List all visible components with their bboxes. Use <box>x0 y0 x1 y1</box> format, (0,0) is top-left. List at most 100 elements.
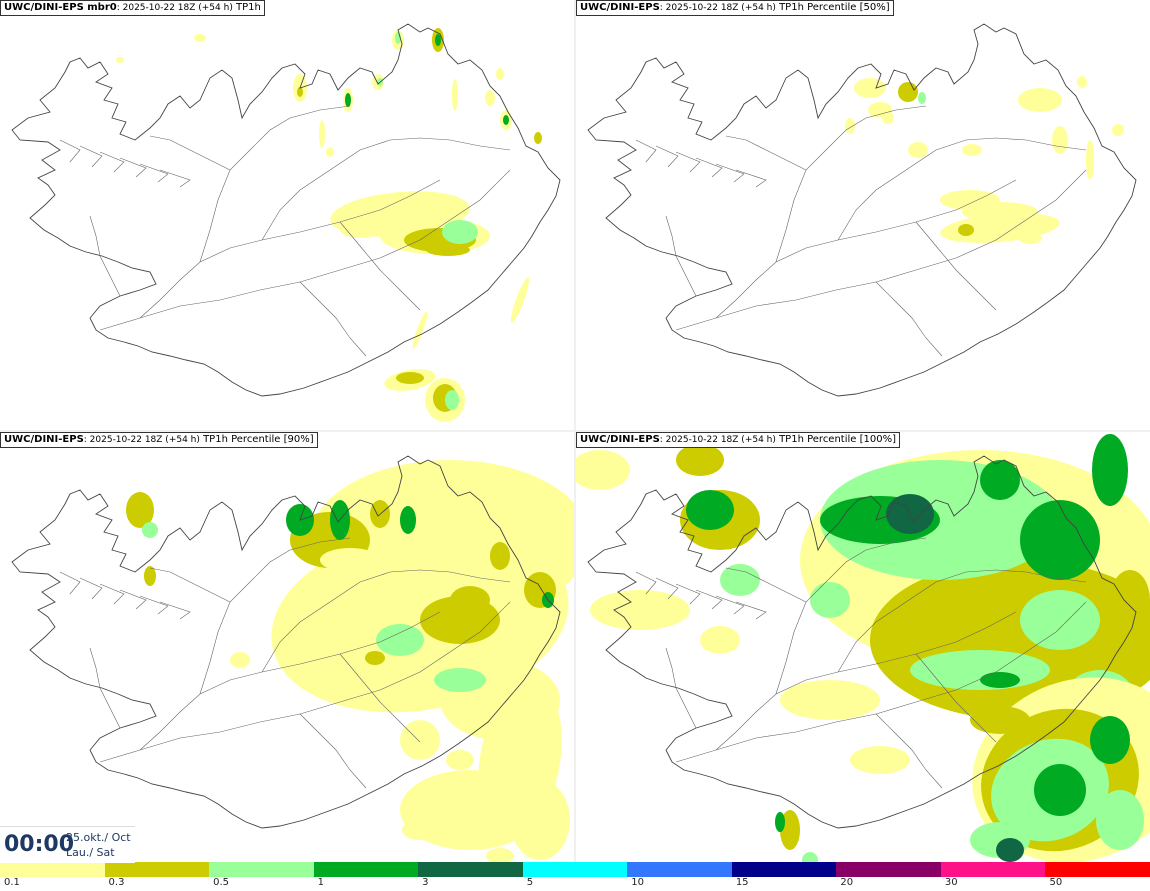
precip-contour <box>590 590 690 630</box>
precip-contour <box>980 672 1020 688</box>
road-line <box>837 569 1087 673</box>
road-line <box>875 281 943 357</box>
precip-contour <box>980 460 1020 500</box>
precip-contour <box>1020 500 1100 580</box>
road-line <box>725 135 807 171</box>
precip-contour <box>802 852 818 862</box>
road-line <box>59 571 81 595</box>
legend-tick-label: 15 <box>735 877 749 888</box>
precip-contour <box>1092 434 1128 506</box>
legend-swatch <box>627 862 733 877</box>
road-line <box>675 601 1087 763</box>
road-line <box>149 567 231 603</box>
precip-contour <box>280 650 300 662</box>
precip-contour <box>490 542 510 570</box>
road-line <box>119 157 147 178</box>
road-line <box>695 157 723 178</box>
map-panel-member0: UWC/DINI-EPS mbr0: 2025-10-22 18Z (+54 h… <box>0 0 574 430</box>
precip-contour <box>485 90 495 106</box>
precip-contour <box>576 450 630 490</box>
precip-contour <box>345 93 351 107</box>
legend-tick-label: 0.1 <box>4 877 20 888</box>
road-line <box>715 163 745 183</box>
precip-contour <box>1020 590 1100 650</box>
precip-contour <box>442 220 478 244</box>
road-line <box>119 589 147 610</box>
road-line <box>915 653 997 743</box>
panel-title-member0: UWC/DINI-EPS mbr0: 2025-10-22 18Z (+54 h… <box>0 0 265 16</box>
precip-contour <box>486 848 514 862</box>
road-line <box>261 137 511 241</box>
valid-date: 25.okt./ Oct <box>66 831 131 844</box>
precip-field <box>126 460 574 862</box>
legend-swatch <box>418 862 524 877</box>
legend-tick-label: 1 <box>317 877 324 888</box>
legend-tick-label: 5 <box>526 877 534 888</box>
road-line <box>79 577 103 600</box>
legend-tick-label: 10 <box>631 877 644 888</box>
precip-contour <box>400 720 440 760</box>
road-line <box>159 169 191 188</box>
precip-contour <box>810 582 850 618</box>
legend-tick-label: 0.5 <box>213 877 229 888</box>
legend-swatch <box>836 862 942 877</box>
precip-contour <box>510 780 570 860</box>
precip-contour <box>534 132 542 144</box>
road-line <box>89 647 121 729</box>
precip-contour <box>452 79 458 111</box>
precip-contour <box>326 147 334 157</box>
precip-map-p90 <box>11 455 574 862</box>
precip-contour <box>962 144 982 156</box>
precip-contour <box>400 506 416 534</box>
iceland-coastline <box>11 455 561 829</box>
road-line <box>199 105 351 263</box>
precip-contour <box>775 812 785 832</box>
road-line <box>139 163 169 183</box>
valid-time-box: 00:00 25.okt./ Oct Lau./ Sat <box>0 826 135 863</box>
iceland-coastline <box>587 455 1137 829</box>
precip-contour <box>365 651 385 665</box>
road-line <box>339 653 421 743</box>
precip-contour <box>1090 716 1130 764</box>
precip-contour <box>1096 790 1144 850</box>
precip-contour <box>1112 124 1124 136</box>
road-line <box>139 595 169 615</box>
precip-contour <box>970 706 1030 734</box>
precip-contour <box>882 112 894 124</box>
precip-contour <box>700 626 740 654</box>
precip-contour <box>1086 140 1094 180</box>
road-line <box>715 595 745 615</box>
precip-field <box>845 76 1124 244</box>
valid-weekday: Lau./ Sat <box>66 846 115 859</box>
precip-contour <box>144 566 156 586</box>
precip-contour <box>918 92 926 104</box>
precip-contour <box>297 87 303 97</box>
road-line <box>675 583 701 605</box>
road-line <box>655 577 679 600</box>
legend-swatch <box>522 862 629 877</box>
precip-contour <box>126 492 154 528</box>
precip-color-legend: 0.1 0.3 0.5 1 3 5 10 15 20 30 50 <box>0 862 1150 891</box>
precip-map-member0 <box>11 23 561 422</box>
road-line <box>735 169 767 188</box>
precip-contour <box>676 444 724 476</box>
precip-contour <box>412 311 428 349</box>
precip-map-p100 <box>576 434 1150 862</box>
road-line <box>875 713 943 789</box>
road-line <box>339 221 421 311</box>
precip-contour <box>720 564 760 596</box>
legend-swatch <box>940 862 1047 877</box>
road-line <box>299 281 367 357</box>
precip-contour <box>1018 88 1062 112</box>
precip-contour <box>116 57 124 63</box>
precip-contour <box>908 142 928 158</box>
legend-swatch <box>1045 862 1150 877</box>
road-line <box>655 145 679 168</box>
legend-swatch <box>731 862 838 877</box>
precip-contour <box>780 680 880 720</box>
precip-contour <box>898 82 918 102</box>
road-line <box>199 537 351 695</box>
panel-divider-horizontal <box>0 430 1150 432</box>
legend-tick-label: 30 <box>944 877 958 888</box>
precip-contour <box>376 624 424 656</box>
